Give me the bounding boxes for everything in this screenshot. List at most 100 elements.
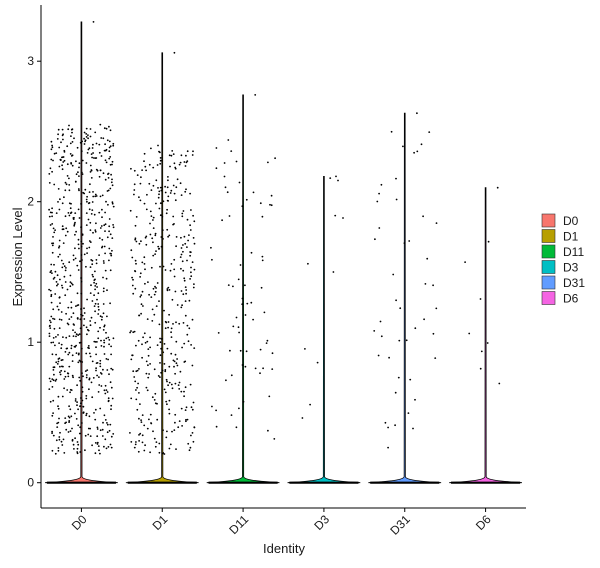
point-D1 <box>171 150 174 152</box>
point-D11 <box>244 314 247 316</box>
point-D0 <box>53 231 56 234</box>
point-D11 <box>261 255 264 258</box>
point-D1 <box>136 174 139 177</box>
point-D0 <box>52 236 54 238</box>
point-D0 <box>75 173 78 176</box>
point-D0 <box>97 303 100 305</box>
point-D1 <box>192 214 195 217</box>
point-D11 <box>254 367 257 370</box>
point-D1 <box>130 397 133 400</box>
point-D0 <box>106 423 109 426</box>
point-D0 <box>64 234 67 237</box>
point-D1 <box>134 224 137 227</box>
point-D1 <box>133 169 136 172</box>
point-D1 <box>167 235 170 238</box>
point-D1 <box>168 447 171 450</box>
point-D31 <box>414 398 416 401</box>
point-D1 <box>147 364 149 367</box>
point-D1 <box>187 239 190 242</box>
point-D1 <box>152 430 154 433</box>
point-D1 <box>184 286 187 288</box>
point-D1 <box>174 290 177 293</box>
point-D0 <box>100 339 102 342</box>
point-D0 <box>109 129 112 132</box>
point-D0 <box>108 259 110 262</box>
point-D0 <box>55 439 58 442</box>
point-D11 <box>215 147 218 149</box>
point-D0 <box>49 224 52 226</box>
point-D11 <box>238 407 240 410</box>
point-D0 <box>67 353 70 356</box>
y-tick-label: 2 <box>27 195 34 209</box>
point-D0 <box>71 283 74 286</box>
point-D1 <box>159 159 162 162</box>
point-D0 <box>69 281 72 283</box>
point-D1 <box>193 283 195 285</box>
point-D1 <box>138 392 140 394</box>
point-D31 <box>413 151 415 154</box>
point-D0 <box>96 443 99 445</box>
point-D1 <box>185 292 188 295</box>
point-D1 <box>166 208 169 211</box>
point-D1 <box>167 321 170 323</box>
legend-key-D11 <box>541 244 556 259</box>
point-D1 <box>185 154 187 157</box>
point-D0 <box>69 207 72 210</box>
point-D0 <box>104 230 106 233</box>
point-D0 <box>58 208 61 211</box>
point-D0 <box>59 253 61 256</box>
point-D0 <box>76 441 79 443</box>
point-D0 <box>105 331 107 334</box>
point-D0 <box>68 177 70 180</box>
point-D1 <box>158 207 161 210</box>
point-D1 <box>184 165 187 167</box>
point-D11 <box>261 259 264 262</box>
point-D0 <box>107 173 109 176</box>
point-D1 <box>143 332 146 335</box>
point-D11 <box>229 349 231 352</box>
point-D0 <box>69 142 72 145</box>
point-D1 <box>152 219 154 221</box>
point-D0 <box>62 336 64 338</box>
point-D1 <box>168 381 171 384</box>
point-D1 <box>154 285 156 288</box>
point-D31 <box>379 320 382 323</box>
point-D0 <box>107 358 109 361</box>
point-D1 <box>191 364 194 367</box>
point-D0 <box>79 260 81 263</box>
point-D0 <box>89 135 92 138</box>
point-D0 <box>68 351 71 354</box>
point-D11 <box>259 202 262 205</box>
point-D0 <box>57 308 60 311</box>
point-D1 <box>148 373 151 375</box>
point-D1 <box>154 232 157 235</box>
point-D0 <box>70 282 73 285</box>
point-D1 <box>132 278 134 281</box>
point-D11 <box>223 175 226 178</box>
point-D0 <box>61 365 63 368</box>
point-D1 <box>156 344 159 346</box>
point-D0 <box>62 161 65 163</box>
point-D31 <box>395 299 397 302</box>
point-D1 <box>177 426 180 429</box>
point-D1 <box>155 287 158 289</box>
point-D0 <box>60 359 63 362</box>
point-D0 <box>94 302 97 305</box>
point-D0 <box>101 238 104 241</box>
point-D0 <box>105 277 108 280</box>
point-D1 <box>138 440 141 442</box>
point-D0 <box>53 373 55 376</box>
point-D0 <box>85 265 87 268</box>
point-D0 <box>65 336 68 339</box>
point-D11 <box>232 285 234 288</box>
point-D0 <box>70 135 72 138</box>
point-D0 <box>81 234 84 236</box>
point-D0 <box>70 344 73 347</box>
point-D0 <box>48 332 51 335</box>
point-D0 <box>106 315 108 318</box>
point-D3 <box>332 271 335 273</box>
point-D0 <box>74 398 77 400</box>
point-D1 <box>141 356 144 359</box>
point-D1 <box>135 240 138 243</box>
point-D0 <box>103 339 105 342</box>
